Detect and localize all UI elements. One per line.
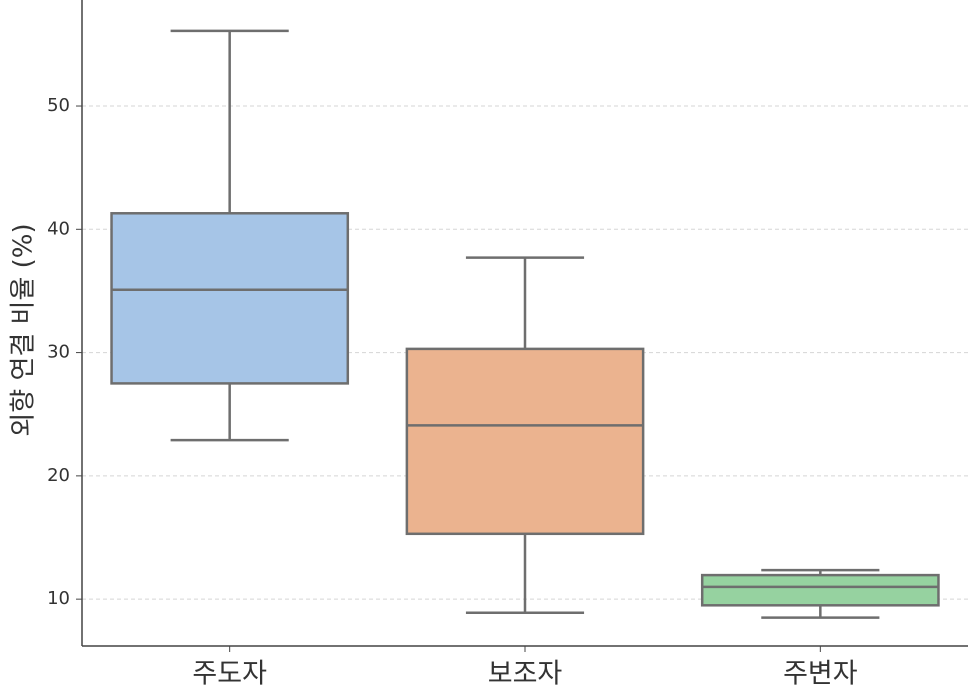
box xyxy=(405,347,645,536)
y-tick-label: 30 xyxy=(47,342,70,363)
y-tick-label: 50 xyxy=(47,95,70,116)
box xyxy=(110,212,350,385)
x-tick-label: 주변자 xyxy=(783,659,858,690)
x-tick-label: 주도자 xyxy=(192,659,267,690)
y-tick-label: 10 xyxy=(47,588,70,609)
y-tick-label: 20 xyxy=(47,465,70,486)
box xyxy=(700,573,940,607)
y-tick-label: 40 xyxy=(47,218,70,239)
x-tick-label: 보조자 xyxy=(488,659,563,690)
y-axis-label: 외향 연결 비율 (%) xyxy=(9,223,39,436)
